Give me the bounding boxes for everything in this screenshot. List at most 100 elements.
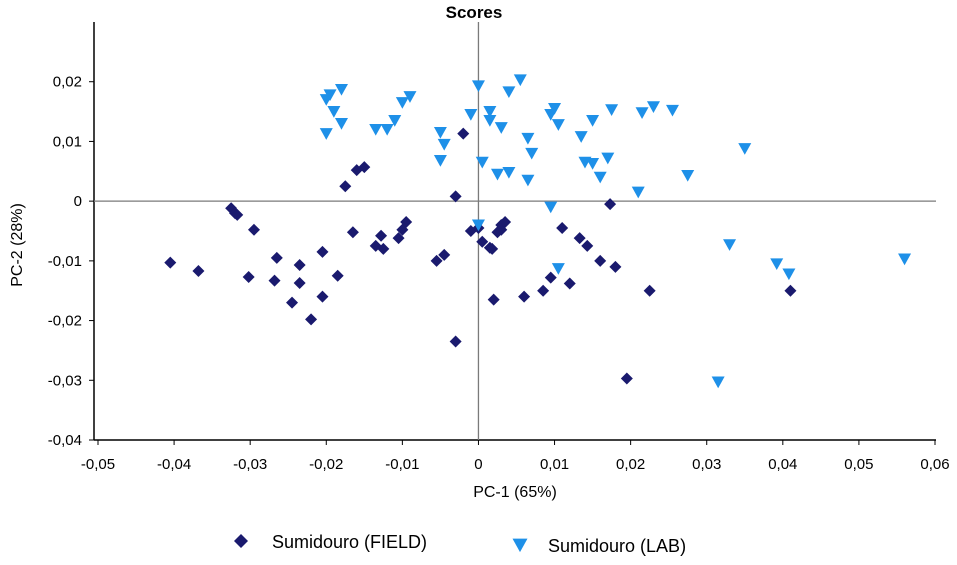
data-point [635,107,649,119]
data-point [483,106,497,118]
data-point [334,83,348,96]
data-point [581,239,594,252]
data-point [268,274,281,287]
x-tick-label: -0,01 [385,456,419,473]
axes [93,22,936,441]
x-tick-label: 0,06 [920,456,949,473]
data-point [586,115,600,127]
data-point [471,80,485,93]
series-field [164,127,797,385]
data-point [551,263,565,275]
data-point [594,254,607,267]
data-point [316,290,329,303]
data-point [556,222,569,235]
data-point [475,156,489,169]
data-point [437,138,451,151]
x-tick-label: -0,04 [157,456,191,473]
data-point [898,253,912,266]
data-point [604,198,617,211]
data-point [770,258,784,271]
data-point [242,270,255,283]
data-point [486,242,499,255]
data-point [665,104,679,117]
y-tick-label: -0,04 [48,432,82,449]
y-tick-label: 0,01 [53,133,82,150]
y-tick-label: 0 [74,193,82,210]
data-point [586,157,600,170]
data-point [723,239,737,251]
data-point [646,101,660,113]
data-point [464,109,478,121]
data-point [487,293,500,306]
data-point [609,260,622,273]
data-point [537,284,550,297]
y-axis-title: PC-2 (28%) [9,203,26,287]
y-tick-label: -0,01 [48,253,82,270]
data-point [380,123,394,136]
data-point [544,201,558,214]
data-point [490,168,504,181]
data-point [573,232,586,245]
data-point [494,122,508,134]
data-point [293,259,306,272]
data-point [375,229,388,242]
x-tick-label: -0,05 [81,456,115,473]
x-tick-label: 0,02 [616,456,645,473]
data-point [784,284,797,297]
data-point [601,152,615,165]
data-point [502,86,516,99]
data-point [334,117,348,130]
data-point [319,128,333,140]
data-point [433,126,447,139]
data-point [449,335,462,348]
data-point [643,284,656,297]
x-tick-label: 0,04 [768,456,797,473]
data-point [551,119,565,131]
chart-title: Scores [446,3,503,22]
zero-lines [94,22,936,440]
data-point [518,290,531,303]
data-point [392,232,405,245]
data-point [305,313,318,326]
data-point [430,254,443,267]
data-point [711,376,725,389]
data-point [471,219,485,232]
legend-label-field: Sumidouro (FIELD) [272,532,427,552]
data-point [316,245,329,258]
data-point [631,186,645,199]
x-ticks: -0,05 -0,04 -0,03 -0,02 -0,01 0 0,01 0,02 0,03 0,… [81,440,950,473]
y-ticks: -0,04 -0,03 -0,02 -0,01 0 0,01 0,02 [48,74,94,449]
y-tick-label: 0,02 [53,74,82,91]
data-point [544,271,557,284]
data-point [620,372,633,385]
data-point [270,251,283,264]
data-point [377,242,390,255]
data-point [369,123,383,136]
data-point [574,131,588,143]
data-point [449,190,462,203]
data-point [323,89,337,102]
data-point [403,91,417,103]
data-point [499,216,512,229]
y-tick-label: -0,02 [48,313,82,330]
legend: Sumidouro (FIELD) Sumidouro (LAB) [234,532,686,556]
y-tick-label: -0,03 [48,372,82,389]
data-point [192,265,205,278]
triangle-down-marker-icon [512,538,528,553]
diamond-marker-icon [234,534,248,548]
data-point [605,104,619,116]
data-point [339,180,352,193]
legend-item-field: Sumidouro (FIELD) [234,532,427,552]
x-axis-title: PC-1 (65%) [473,484,557,501]
data-point [502,166,516,179]
data-point [563,277,576,290]
legend-label-lab: Sumidouro (LAB) [548,536,686,556]
data-point [388,115,402,127]
data-point [593,171,607,184]
data-point [438,248,451,261]
legend-item-lab: Sumidouro (LAB) [512,536,686,556]
data-point [327,106,341,118]
data-point [358,161,371,174]
data-point [231,208,244,221]
